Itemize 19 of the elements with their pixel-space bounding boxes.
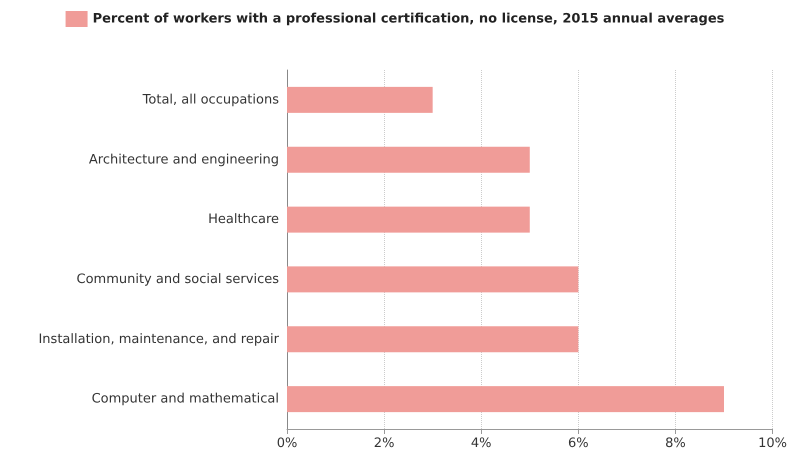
y-tick-label: Computer and mathematical [92,392,279,407]
bar [287,146,530,173]
y-tick-label: Installation, maintenance, and repair [38,332,280,347]
x-tick-label: 4% [470,436,492,451]
y-tick-label: Community and social services [76,272,280,287]
x-tick-label: 0% [276,436,298,451]
bar [287,386,724,412]
bar [287,86,433,113]
y-tick-label: Architecture and engineering [88,152,279,168]
bar [287,326,578,352]
y-tick-label: Healthcare [208,212,279,228]
x-tick-label: 2% [374,436,394,451]
y-tick-label: Total, all occupations [142,92,280,108]
bar [287,206,530,233]
legend-label: Percent of workers with a professional certification, no license, 2015 annual averages [92,12,725,26]
x-tick-label: 10% [758,436,788,451]
x-tick-label: 6% [568,436,589,451]
bar [287,266,578,292]
x-tick-label: 8% [665,436,686,451]
